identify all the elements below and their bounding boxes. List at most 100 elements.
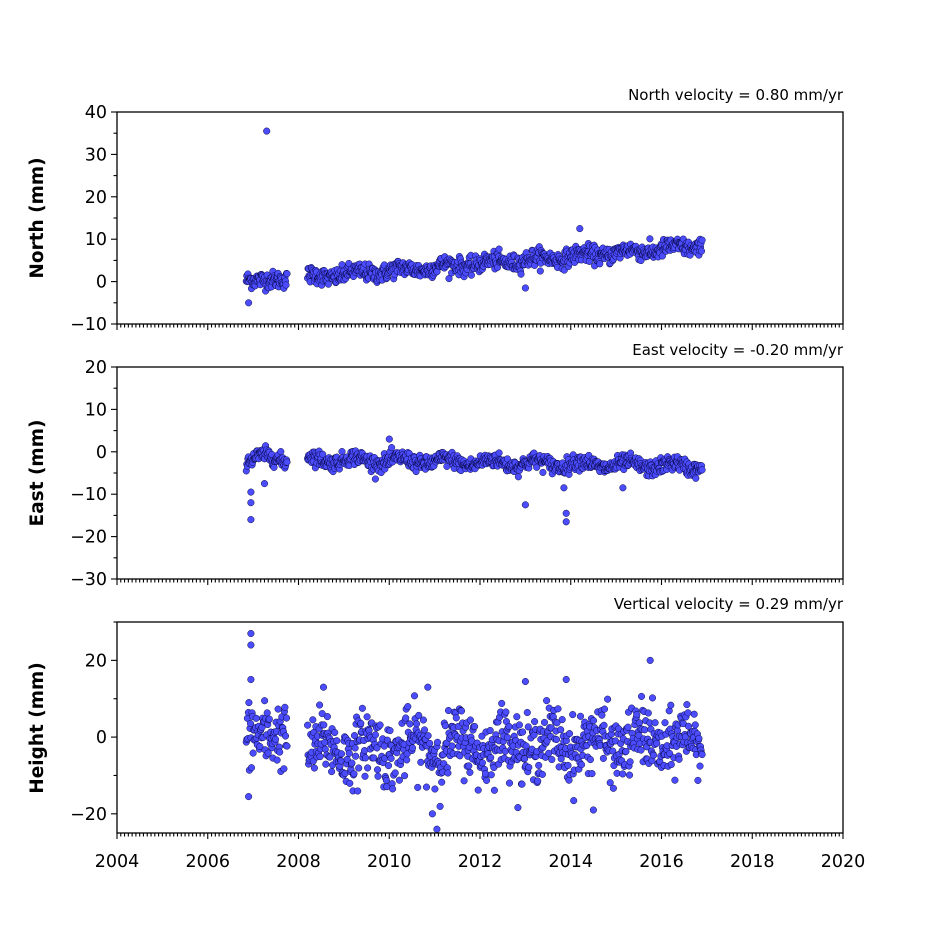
data-point [548, 755, 556, 764]
y-tick-label: −20 [70, 805, 107, 825]
data-point [697, 247, 706, 255]
y-tick-label: −10 [70, 315, 107, 335]
data-point [410, 692, 419, 700]
data-point [281, 703, 289, 711]
data-point [513, 713, 521, 721]
data-point [316, 701, 324, 709]
data-point [565, 776, 573, 784]
data-point [501, 747, 509, 755]
data-point [498, 699, 506, 707]
data-point [361, 754, 370, 762]
data-point-outlier [619, 484, 627, 492]
data-point-outlier [521, 677, 529, 686]
data-point [404, 703, 412, 711]
data-point [277, 448, 285, 456]
data-point [249, 749, 257, 757]
data-point [276, 748, 284, 756]
data-point [323, 713, 331, 721]
data-point [596, 260, 604, 268]
data-point [633, 711, 641, 719]
data-point [331, 728, 339, 737]
data-point [604, 695, 612, 703]
data-point [649, 751, 658, 759]
y-tick-label: 20 [85, 651, 107, 671]
data-point [467, 271, 475, 279]
data-point [600, 721, 608, 729]
height-velocity-annotation: Vertical velocity = 0.29 mm/yr [614, 595, 844, 613]
data-point [419, 716, 427, 724]
east-y-axis-label: East (mm) [27, 420, 48, 527]
y-tick-label: 20 [85, 188, 107, 208]
data-point [358, 704, 366, 712]
data-point-outlier [428, 810, 436, 818]
data-point [683, 701, 691, 709]
data-point [619, 770, 627, 778]
east-velocity-annotation: East velocity = -0.20 mm/yr [632, 341, 844, 359]
data-point-outlier [433, 825, 441, 833]
data-point [352, 752, 360, 760]
data-point [320, 721, 328, 729]
data-point [641, 726, 649, 734]
data-point [558, 716, 566, 724]
data-point-outlier [646, 656, 654, 664]
data-point [495, 245, 503, 253]
data-point [552, 735, 561, 744]
data-point [653, 739, 661, 747]
data-point-outlier [245, 299, 253, 307]
data-point [436, 802, 444, 810]
data-point-outlier [247, 488, 255, 496]
data-point [514, 804, 522, 812]
y-tick-label: 30 [85, 145, 107, 165]
data-point [690, 710, 698, 718]
data-point [371, 475, 379, 483]
data-point [387, 754, 395, 762]
data-point [417, 758, 425, 766]
data-point-outlier [247, 629, 255, 638]
data-point [646, 235, 654, 243]
data-point [265, 715, 273, 723]
data-point [386, 727, 394, 735]
data-point [471, 722, 479, 731]
data-point [431, 785, 439, 793]
data-point [371, 731, 379, 739]
data-point [376, 721, 384, 729]
data-point [675, 755, 683, 763]
data-point [481, 770, 490, 778]
y-tick-label: −10 [70, 485, 107, 505]
data-point [261, 697, 269, 705]
data-point [270, 463, 278, 471]
data-point [350, 770, 358, 778]
data-point [384, 762, 393, 770]
data-point [696, 762, 704, 770]
east-data-points [242, 435, 706, 526]
data-point [448, 742, 456, 750]
data-point [245, 699, 253, 707]
data-point [445, 275, 453, 283]
data-point [374, 772, 382, 780]
data-point [337, 750, 346, 758]
data-point [426, 739, 434, 747]
data-point [460, 777, 468, 785]
data-point [452, 714, 460, 722]
data-point [346, 779, 354, 787]
data-point [363, 713, 371, 721]
data-point-outlier [247, 499, 255, 507]
data-point [514, 473, 522, 481]
data-point-outlier [562, 509, 570, 517]
data-point [535, 761, 543, 769]
data-point [389, 785, 397, 793]
data-point [554, 705, 562, 713]
data-point [538, 770, 546, 778]
data-point [309, 716, 317, 724]
north-velocity-annotation: North velocity = 0.80 mm/yr [628, 86, 844, 104]
x-tick-label: 2018 [730, 852, 775, 872]
x-tick-label: 2010 [367, 852, 412, 872]
data-point [304, 721, 312, 729]
data-point [667, 701, 675, 709]
data-point-outlier [263, 127, 271, 135]
data-point [540, 718, 549, 726]
data-point [388, 444, 396, 452]
data-point [438, 778, 446, 786]
